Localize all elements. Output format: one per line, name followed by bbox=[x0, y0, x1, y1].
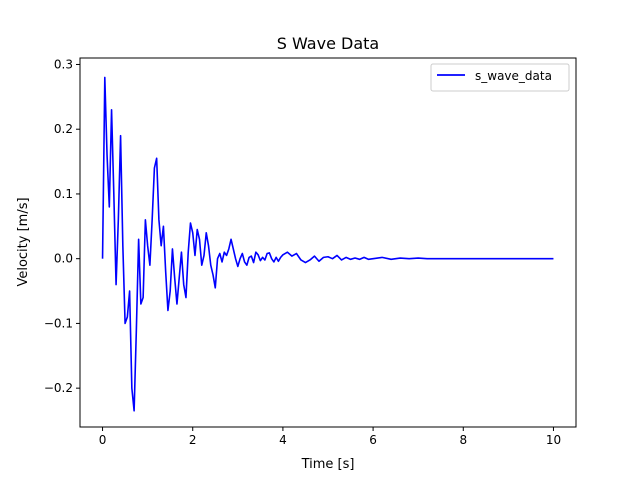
y-tick-label: 0.2 bbox=[54, 122, 73, 136]
y-tick-label: 0.1 bbox=[54, 187, 73, 201]
x-tick-label: 10 bbox=[546, 433, 561, 447]
y-axis-label: Velocity [m/s] bbox=[16, 197, 31, 286]
x-tick-label: 8 bbox=[459, 433, 467, 447]
x-tick-label: 2 bbox=[189, 433, 197, 447]
legend-label: s_wave_data bbox=[475, 69, 552, 83]
y-tick-label: 0.3 bbox=[54, 57, 73, 71]
y-tick-label: 0.0 bbox=[54, 252, 73, 266]
y-tick-label: −0.2 bbox=[44, 381, 73, 395]
x-tick-label: 4 bbox=[279, 433, 287, 447]
x-tick-label: 6 bbox=[369, 433, 377, 447]
plot-area: 0 2 4 6 8 10 −0.2 −0.1 0.0 0.1 0.2 0.3 bbox=[44, 57, 577, 447]
x-tick-label: 0 bbox=[99, 433, 107, 447]
axes-frame bbox=[79, 57, 577, 428]
series-line-s_wave_data bbox=[101, 76, 554, 412]
x-axis-label: Time [s] bbox=[301, 457, 355, 472]
chart-title: S Wave Data bbox=[277, 34, 379, 53]
y-tick-label: −0.1 bbox=[44, 316, 73, 330]
legend: s_wave_data bbox=[430, 63, 570, 92]
legend-box bbox=[430, 63, 570, 92]
